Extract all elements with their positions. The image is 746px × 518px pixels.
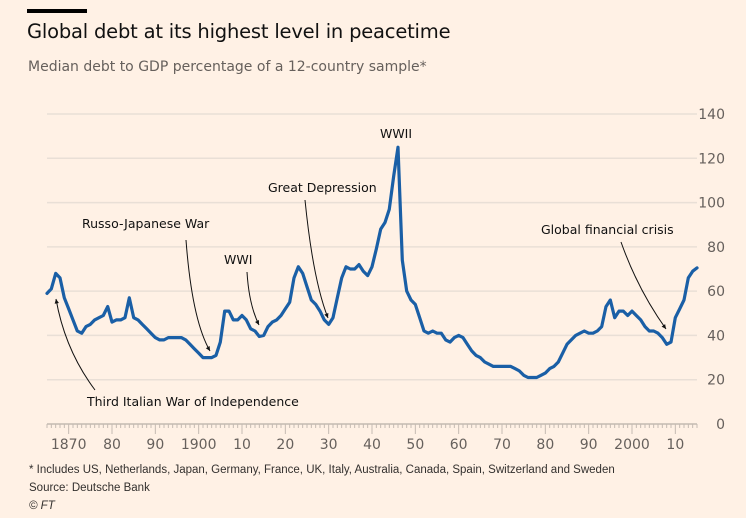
annotation-label: Russo-Japanese War xyxy=(82,216,210,231)
arrowhead-icon xyxy=(205,346,210,351)
x-tick-label: 90 xyxy=(580,437,598,453)
y-tick-label: 20 xyxy=(707,373,725,389)
series-line xyxy=(45,145,699,380)
annotations: Third Italian War of Independence Russo-J… xyxy=(54,126,674,409)
y-tick-label: 40 xyxy=(707,328,725,344)
arrowhead-icon xyxy=(661,324,666,329)
x-tick-label: 1900 xyxy=(181,437,217,453)
series-group xyxy=(45,145,699,380)
source-note: Source: Deutsche Bank xyxy=(29,482,150,494)
chart-title: Global debt at its highest level in peac… xyxy=(27,20,451,43)
y-tick-label: 120 xyxy=(698,151,725,167)
y-tick-label: 60 xyxy=(707,284,725,300)
annotation-label: Third Italian War of Independence xyxy=(86,394,299,409)
y-tick-label: 140 xyxy=(698,107,725,123)
annotation-arrow xyxy=(304,199,329,319)
annotation-arrow xyxy=(185,239,211,352)
annotation-label: WWI xyxy=(224,252,252,267)
footnote: * Includes US, Netherlands, Japan, Germa… xyxy=(29,464,615,476)
y-axis: 0 20 40 60 80 100 120 140 xyxy=(698,107,725,433)
annotation-arrow xyxy=(55,298,96,391)
x-tick-label: 2000 xyxy=(614,437,650,453)
y-tick-label: 100 xyxy=(698,196,725,212)
y-tick-label: 0 xyxy=(716,417,725,433)
chart-subtitle: Median debt to GDP percentage of a 12-co… xyxy=(28,59,427,75)
annotation-arrow xyxy=(246,271,260,326)
x-tick-label: 60 xyxy=(450,437,468,453)
x-tick-label: 80 xyxy=(103,437,121,453)
y-tick-label: 80 xyxy=(707,240,725,256)
x-tick-label: 10 xyxy=(666,437,684,453)
annotation-label: Great Depression xyxy=(268,180,377,195)
copyright: © FT xyxy=(29,500,55,512)
annotation-label: Global financial crisis xyxy=(541,222,674,237)
x-tick-label: 80 xyxy=(536,437,554,453)
gridlines xyxy=(47,113,697,381)
x-axis: 1870 80 90 1900 10 20 30 40 50 60 70 80 90 2000 10 xyxy=(46,423,698,453)
footer: * Includes US, Netherlands, Japan, Germa… xyxy=(29,461,615,515)
x-tick-label: 40 xyxy=(363,437,381,453)
x-tick-label: 20 xyxy=(276,437,294,453)
arrowhead-icon xyxy=(324,313,329,318)
arrowhead-icon xyxy=(255,320,259,325)
x-tick-label: 10 xyxy=(233,437,251,453)
title-accent-bar xyxy=(27,9,87,13)
annotation-arrow xyxy=(620,241,667,330)
x-tick-label: 90 xyxy=(146,437,164,453)
arrowhead-icon xyxy=(54,299,59,304)
x-tick-label: 1870 xyxy=(51,437,87,453)
x-tick-label: 30 xyxy=(320,437,338,453)
x-tick-label: 50 xyxy=(406,437,424,453)
x-tick-label: 70 xyxy=(493,437,511,453)
annotation-label: WWII xyxy=(380,126,412,141)
